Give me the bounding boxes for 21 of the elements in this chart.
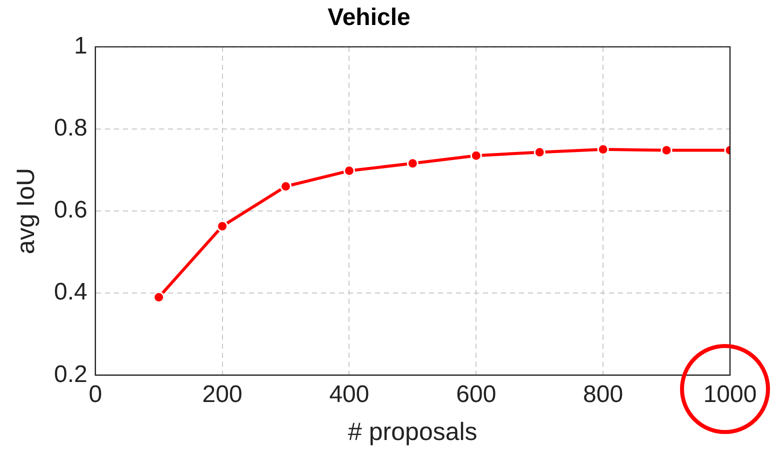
x-tick-label: 0 <box>88 381 102 408</box>
y-tick-label: 0.2 <box>54 360 88 388</box>
point <box>280 180 292 192</box>
chart-title: Vehicle <box>328 4 410 32</box>
point <box>153 291 165 303</box>
x-tick-label: 1000 <box>703 381 757 408</box>
point <box>470 150 482 162</box>
x-tick-label: 400 <box>329 381 370 408</box>
x-tick-label: 600 <box>456 381 496 408</box>
y-tick-label: 0.8 <box>54 114 88 142</box>
point <box>406 158 418 170</box>
x-tick-label: 200 <box>202 381 242 408</box>
y-tick-label: 0.4 <box>54 278 88 306</box>
x-axis-title: # proposals <box>348 418 478 446</box>
y-tick-label: 1 <box>74 32 88 60</box>
x-tick-label: 800 <box>583 381 624 408</box>
point <box>216 220 228 232</box>
point <box>343 165 355 177</box>
y-tick-label: 0.6 <box>54 196 88 224</box>
y-axis-title: avg IoU <box>12 168 40 254</box>
point <box>597 144 609 156</box>
